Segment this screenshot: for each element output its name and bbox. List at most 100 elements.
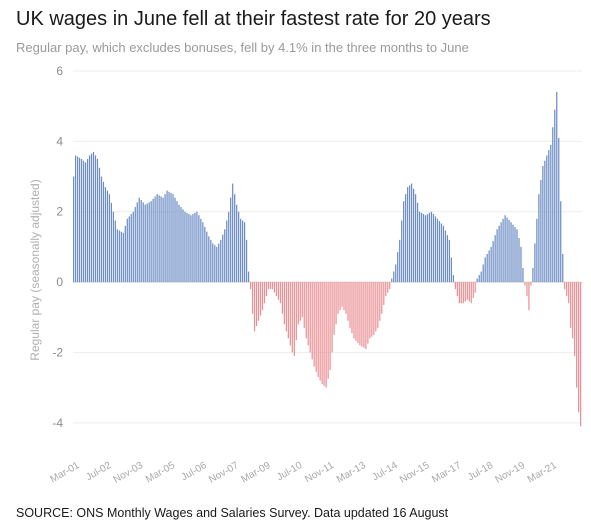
- bar: [295, 282, 297, 341]
- bar: [319, 282, 321, 381]
- bar: [212, 243, 214, 283]
- bar: [200, 218, 202, 283]
- bar: [339, 282, 341, 311]
- bar: [331, 282, 333, 353]
- bar: [132, 211, 134, 283]
- bar: [546, 155, 548, 283]
- bar: [341, 282, 343, 307]
- bar: [226, 220, 228, 283]
- y-tick-label: 6: [56, 64, 63, 78]
- bar: [136, 202, 138, 283]
- bar: [337, 282, 339, 314]
- bar: [259, 282, 262, 316]
- bar: [285, 282, 287, 332]
- bar: [490, 246, 492, 283]
- bar: [446, 235, 449, 283]
- bar: [142, 202, 144, 283]
- bar: [496, 229, 498, 283]
- bar: [524, 282, 526, 286]
- bar: [255, 282, 258, 327]
- bar: [544, 160, 546, 283]
- bar: [297, 282, 299, 325]
- bar: [422, 214, 425, 283]
- bar: [228, 211, 230, 283]
- x-tick-label: Mar-13: [335, 460, 368, 486]
- bar: [558, 137, 560, 283]
- bar: [357, 282, 359, 344]
- bar: [138, 197, 140, 283]
- bar: [104, 187, 107, 283]
- bar: [526, 282, 528, 297]
- bar: [279, 282, 282, 304]
- bar: [426, 214, 429, 283]
- bar: [222, 234, 224, 283]
- bar: [504, 215, 506, 283]
- bar: [329, 282, 331, 371]
- bar: [325, 282, 327, 388]
- bar: [176, 201, 178, 283]
- bar: [478, 275, 480, 283]
- bar: [440, 223, 443, 283]
- bar: [472, 282, 474, 298]
- bar: [243, 222, 246, 283]
- bar: [102, 181, 105, 283]
- bar: [168, 191, 170, 283]
- bar: [232, 183, 234, 283]
- bar: [80, 158, 83, 283]
- bar: [564, 282, 566, 290]
- bar: [240, 218, 242, 283]
- bar: [538, 194, 540, 283]
- bar: [534, 243, 536, 283]
- bar: [291, 282, 293, 353]
- x-tick-label: Mar-21: [526, 460, 559, 486]
- x-tick-label: Jul-18: [466, 460, 495, 483]
- bar: [578, 282, 580, 413]
- bar: [293, 282, 295, 356]
- bar: [198, 215, 200, 283]
- bar: [407, 187, 409, 283]
- bar: [120, 231, 122, 283]
- bar: [100, 176, 103, 283]
- bar: [140, 200, 142, 283]
- bar: [347, 282, 349, 321]
- bar: [399, 239, 401, 283]
- bar: [128, 216, 130, 283]
- bar: [566, 282, 568, 297]
- bar: [160, 196, 162, 283]
- bar: [273, 282, 276, 293]
- x-tick-label: Jul-02: [84, 460, 113, 483]
- bar: [315, 282, 317, 372]
- bar: [112, 211, 114, 283]
- bar: [267, 282, 270, 290]
- bar: [369, 282, 371, 339]
- bar: [532, 268, 534, 283]
- x-tick-label: Mar-09: [239, 460, 272, 486]
- bar: [146, 203, 148, 283]
- bar: [345, 282, 347, 314]
- bar: [500, 222, 502, 283]
- bar: [476, 278, 478, 283]
- bar: [375, 282, 377, 332]
- bar: [156, 194, 158, 283]
- bar: [464, 282, 466, 302]
- bar: [480, 271, 482, 283]
- y-tick-label: -2: [52, 345, 63, 359]
- x-tick-label: Nov-07: [207, 460, 241, 486]
- bar: [154, 196, 156, 283]
- bar: [450, 257, 452, 283]
- bar: [510, 222, 512, 283]
- bar: [560, 201, 562, 283]
- bar: [110, 202, 113, 283]
- bar: [172, 194, 174, 283]
- bar: [313, 282, 315, 367]
- bar: [188, 214, 190, 283]
- bar: [442, 225, 445, 283]
- bar: [349, 282, 351, 328]
- bar: [556, 92, 558, 283]
- bar: [488, 250, 490, 283]
- bar: [305, 282, 307, 339]
- bar: [263, 282, 266, 304]
- y-tick-label: 4: [56, 134, 63, 148]
- bar: [118, 230, 120, 283]
- chart-subtitle: Regular pay, which excludes bonuses, fel…: [16, 40, 469, 55]
